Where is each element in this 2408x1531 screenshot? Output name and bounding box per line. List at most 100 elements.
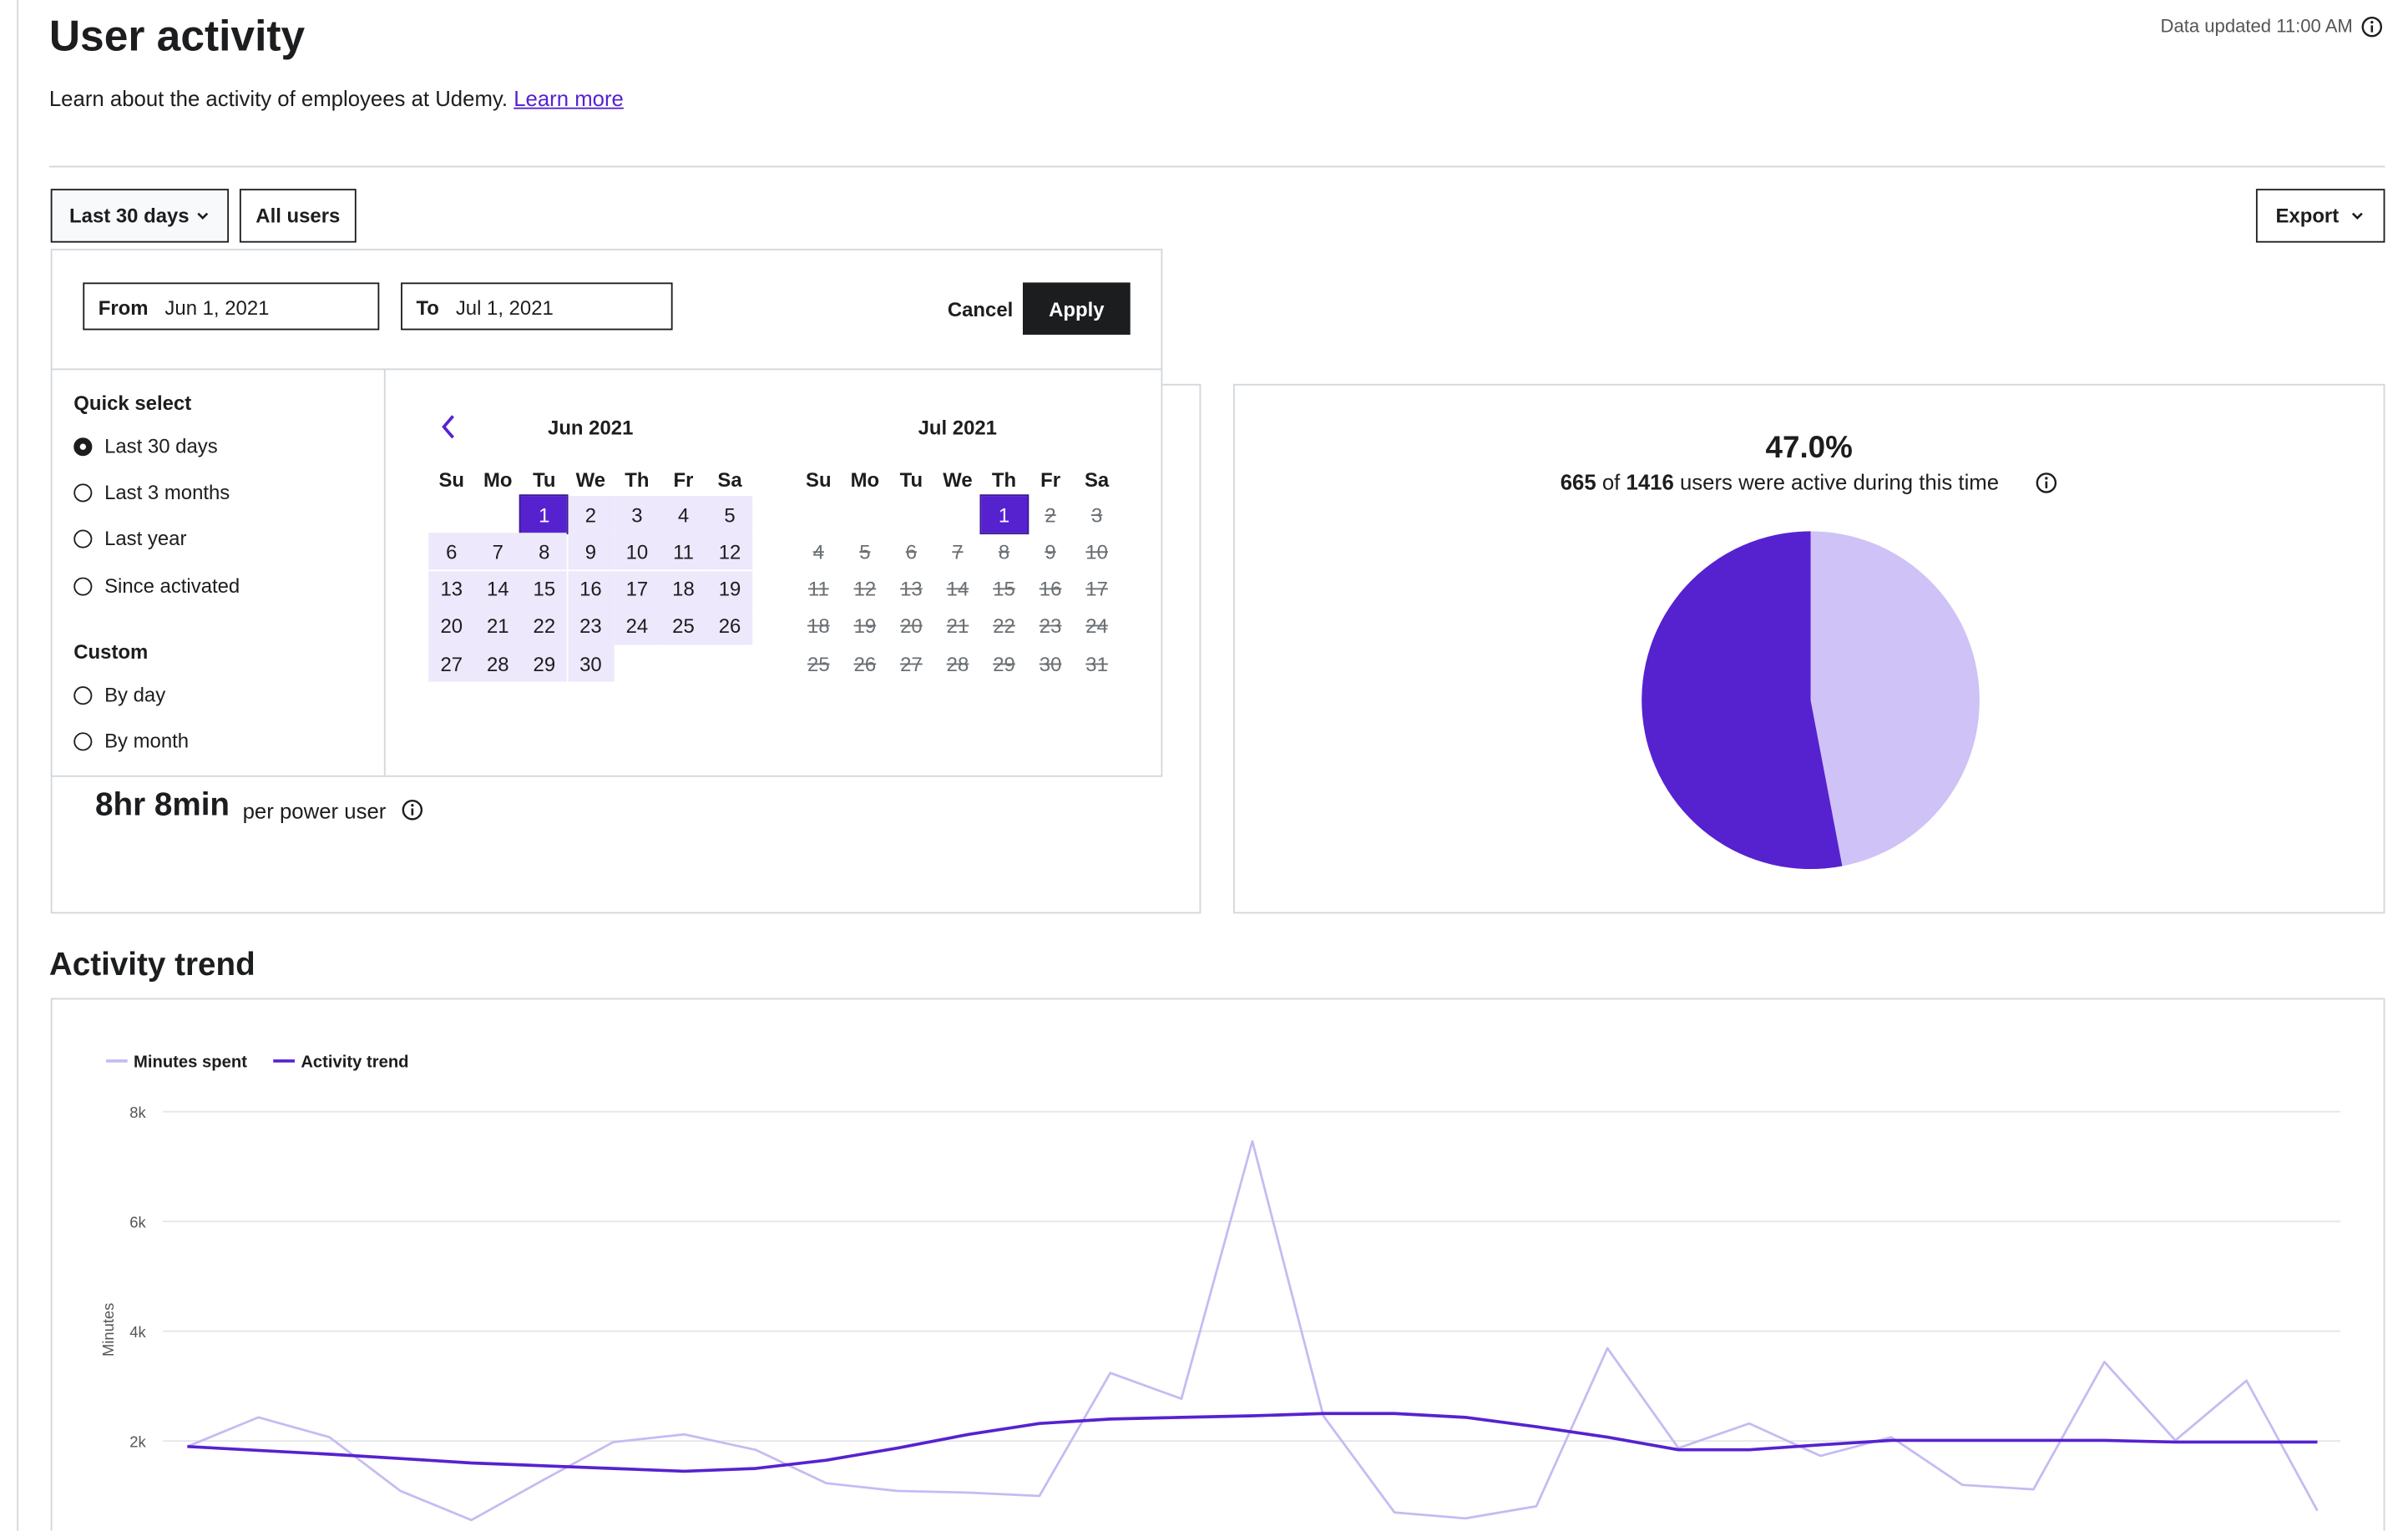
weekday: Su [438,467,465,491]
calendar-day[interactable]: 27 [428,644,475,682]
subtitle: Learn about the activity of employees at… [49,86,624,110]
info-icon[interactable] [2035,472,2058,495]
weekday: Sa [717,467,742,491]
weekday: Fr [1040,467,1061,491]
calendar-day: 28 [946,652,969,675]
calendar-day[interactable]: 17 [614,570,660,608]
radio-label: Last year [104,527,187,551]
weekday: Th [991,467,1017,491]
total-count: 1416 [1626,469,1674,495]
info-icon[interactable] [401,798,424,821]
y-tick-label: 4k [129,1323,146,1341]
calendar-day[interactable]: 8 [521,533,568,570]
calendar-day[interactable]: 18 [660,570,707,608]
from-value: Jun 1, 2021 [164,296,270,320]
series-line [187,1412,2318,1473]
calendar-day[interactable]: 3 [614,496,660,533]
legend-label: Activity trend [301,1053,408,1071]
quick-title: Quick select [73,392,192,415]
calendar-day[interactable]: 13 [428,570,475,608]
calendar-day[interactable]: 10 [614,533,660,570]
sidebar-edge [17,0,19,1531]
calendar-day[interactable]: 11 [660,533,707,570]
calendar-day[interactable]: 7 [474,533,521,570]
calendar-day[interactable]: 28 [474,644,521,682]
line-chart: 2k 4k 6k 8k Minutes Minutes spent Activity tre… [99,1053,2341,1522]
calendar-day: 4 [812,540,824,563]
prev-month[interactable] [436,413,460,441]
apply-button[interactable]: Apply [1022,282,1131,335]
weekday: We [943,467,973,491]
custom-title: Custom [73,639,149,664]
calendar-day: 7 [952,540,964,563]
to-value: Jul 1, 2021 [455,296,554,320]
calendar-day[interactable]: 25 [660,608,707,645]
from-input[interactable]: From Jun 1, 2021 [83,282,380,331]
calendar-day[interactable]: 6 [428,533,475,570]
month-title: Jun 2021 [548,416,634,440]
range-label: Last 30 days [69,204,190,228]
power-user-value: 8hr 8min [95,787,230,823]
y-tick-label: 2k [129,1433,146,1451]
radio-label: Last 30 days [104,434,218,458]
calendar-day: 15 [993,577,1015,601]
calendar-day[interactable]: 22 [521,608,568,645]
weekday: Sa [1084,467,1110,491]
radio[interactable] [73,732,93,751]
weekday: Mo [850,467,880,491]
radio-label: Last 3 months [104,481,230,504]
learn-more-link[interactable]: Learn more [513,86,624,111]
calendar-day: 26 [853,652,877,675]
calendar-day[interactable]: 2 [567,496,614,533]
calendar-day[interactable]: 21 [474,608,521,645]
radio[interactable] [73,686,93,705]
of-text: of [1601,469,1621,495]
calendar-day[interactable]: 14 [474,570,521,608]
active-text: 665 of 1416 users were active during thi… [1561,470,1999,494]
calendar-day[interactable]: 26 [706,608,753,645]
calendar-day: 31 [1085,652,1108,675]
trend-card: 2k 4k 6k 8k Minutes Minutes spent Activity tre… [50,998,2385,1531]
users-button[interactable]: All users [239,189,357,243]
weekday: Mo [483,467,513,491]
active-desc: users were active during this time [1679,469,2000,495]
calendar-day: 11 [807,577,829,601]
calendar-day[interactable]: 4 [660,496,707,533]
calendar-day: 9 [1045,540,1056,563]
calendar-day[interactable]: 24 [614,608,660,645]
calendar-day[interactable]: 16 [567,570,614,608]
calendar-day[interactable]: 5 [706,496,753,533]
to-input[interactable]: To Jul 1, 2021 [401,282,673,331]
calendar-day[interactable]: 1 [979,494,1029,535]
weekday: Su [806,467,832,491]
calendar-day[interactable]: 20 [428,608,475,645]
calendar-day[interactable]: 19 [706,570,753,608]
weekday: We [575,467,606,491]
calendar-day[interactable]: 9 [567,533,614,570]
calendar-day: 19 [853,614,877,639]
from-label: From [98,296,149,320]
calendar-day[interactable]: 29 [521,644,568,682]
calendar-day[interactable]: 15 [521,570,568,608]
calendar-day[interactable]: 1 [519,494,569,535]
calendar-day: 5 [859,540,871,563]
chevron [2352,211,2364,220]
calendar-day[interactable]: 12 [706,533,753,570]
cancel-button[interactable]: Cancel [947,297,1014,321]
calendar-day: 13 [900,577,923,601]
calendar-day[interactable]: 30 [567,644,614,682]
range-button[interactable]: Last 30 days [50,189,230,243]
radio[interactable] [73,576,93,595]
data-updated: Data updated 11:00 AM [2160,15,2353,38]
info-icon[interactable] [2360,15,2384,38]
radio[interactable] [73,483,93,503]
radio[interactable] [73,530,93,549]
date-picker: From Jun 1, 2021 To Jul 1, 2021 Cancel A… [50,248,1163,777]
calendar-day: 21 [946,614,969,639]
export-button[interactable]: Export [2255,189,2385,243]
calendar-day: 25 [807,652,830,675]
calendar-day[interactable]: 23 [567,608,614,645]
radio[interactable] [73,437,93,457]
